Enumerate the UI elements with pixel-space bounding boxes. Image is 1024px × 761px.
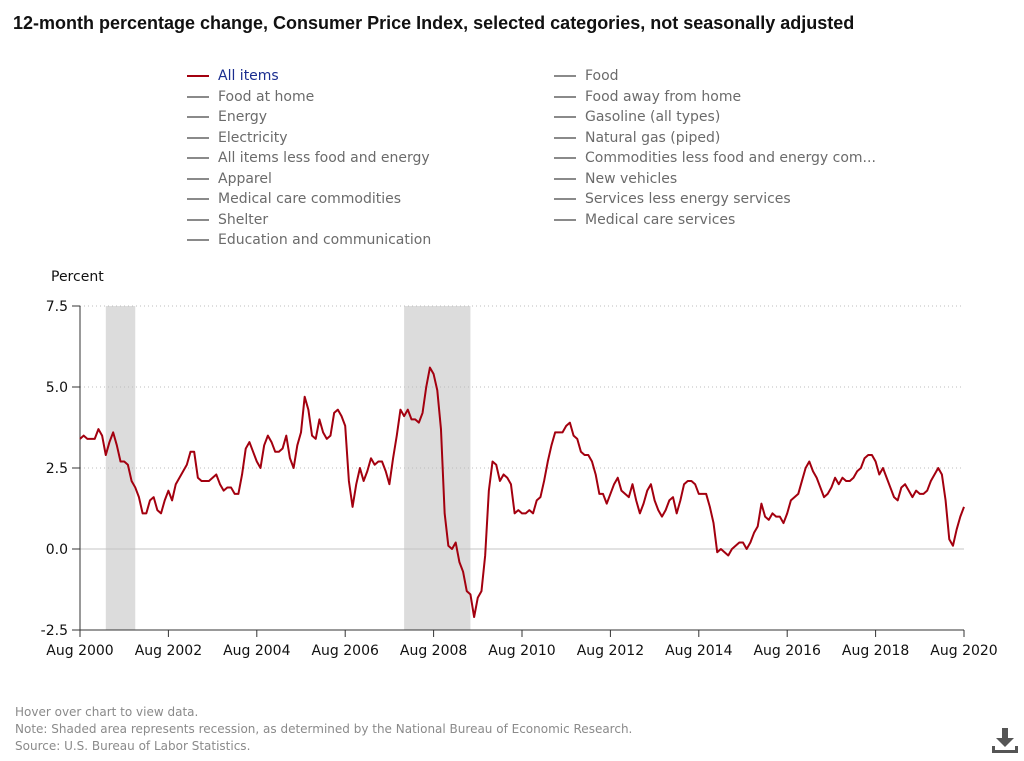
gridlines xyxy=(80,305,964,550)
x-tick-label: Aug 2020 xyxy=(930,643,997,659)
x-tick-label: Aug 2004 xyxy=(223,643,291,659)
y-tick-label: -2.5 xyxy=(41,623,68,639)
legend-label: Education and communication xyxy=(218,232,432,248)
legend-label: Services less energy services xyxy=(585,191,791,207)
legend-swatch xyxy=(554,198,576,200)
legend-swatch xyxy=(554,177,576,180)
y-tick-label: 7.5 xyxy=(46,299,68,315)
legend-item[interactable]: Electricity xyxy=(187,128,288,148)
legend-item[interactable]: Commodities less food and energy com... xyxy=(554,148,876,168)
legend-label: Energy xyxy=(218,109,268,125)
legend-item[interactable]: Education and communication xyxy=(187,230,431,250)
legend-swatch xyxy=(187,218,209,221)
legend-swatch xyxy=(187,136,209,139)
download-icon-graphic xyxy=(992,728,1018,753)
x-tick-label: Aug 2016 xyxy=(753,643,821,659)
x-tick-label: Aug 2012 xyxy=(577,643,644,659)
legend-swatch xyxy=(554,75,576,77)
series-layer xyxy=(79,366,965,619)
legend-swatch xyxy=(187,75,209,77)
download-icon[interactable] xyxy=(990,726,1020,754)
x-tick-label: Aug 2018 xyxy=(842,643,909,659)
legend-swatch xyxy=(554,95,576,98)
legend-item[interactable]: New vehicles xyxy=(554,169,677,189)
legend-label: Apparel xyxy=(218,170,272,187)
legend-item[interactable]: Food at home xyxy=(187,87,314,107)
legend-label: Shelter xyxy=(218,211,269,228)
legend-label: Electricity xyxy=(218,129,288,146)
y-tick-label: 2.5 xyxy=(46,461,68,477)
legend-item[interactable]: Energy xyxy=(187,107,267,127)
legend-label: Food at home xyxy=(218,88,315,105)
x-tick-label: Aug 2006 xyxy=(311,643,379,659)
legend-item[interactable]: Gasoline (all types) xyxy=(554,107,720,127)
legend-swatch xyxy=(187,157,209,159)
legend-item[interactable]: All items less food and energy xyxy=(187,148,430,168)
legend-swatch xyxy=(187,239,209,241)
legend-swatch xyxy=(187,198,209,200)
legend-label: All items less food and energy xyxy=(218,150,430,166)
legend-label: New vehicles xyxy=(585,170,678,187)
legend-item[interactable]: Medical care services xyxy=(554,210,735,230)
legend-item[interactable]: Natural gas (piped) xyxy=(554,128,720,148)
legend-item[interactable]: Medical care commodities xyxy=(187,189,401,209)
x-tick-label: Aug 2014 xyxy=(665,643,733,659)
recession-band xyxy=(404,306,471,630)
source-note: Source: U.S. Bureau of Labor Statistics. xyxy=(15,739,251,753)
legend-item[interactable]: Food xyxy=(554,66,619,86)
legend-swatch xyxy=(187,116,209,118)
legend-label: Food away from home xyxy=(585,88,742,105)
hover-hint: Hover over chart to view data. xyxy=(15,705,199,719)
legend-label: All items xyxy=(218,68,279,84)
legend-swatch xyxy=(187,95,209,98)
x-tick-label: Aug 2008 xyxy=(400,643,467,659)
legend-label: Food xyxy=(585,68,619,84)
x-tick-label: Aug 2000 xyxy=(46,643,113,659)
legend-item[interactable]: Food away from home xyxy=(554,87,741,107)
legend-label: Commodities less food and energy com... xyxy=(585,150,876,166)
legend-label: Gasoline (all types) xyxy=(585,109,721,125)
chart-title: 12-month percentage change, Consumer Pri… xyxy=(13,13,855,33)
chart-area[interactable]: 7.5 5.0 2.5 0.0 -2.5 Aug 2000 Aug 2002 Aug 2004… xyxy=(0,0,1024,700)
chart-notes: Hover over chart to view data. Note: Sha… xyxy=(15,704,632,755)
legend-swatch xyxy=(554,116,576,118)
legend-swatch xyxy=(187,177,209,180)
legend-swatch xyxy=(554,218,576,221)
recession-note: Note: Shaded area represents recession, … xyxy=(15,722,633,736)
y-tick-label: 0.0 xyxy=(46,542,68,558)
legend-item[interactable]: All items xyxy=(187,66,279,86)
legend-label: Natural gas (piped) xyxy=(585,129,721,146)
legend-item[interactable]: Services less energy services xyxy=(554,189,791,209)
x-tick-label: Aug 2010 xyxy=(488,643,555,659)
legend-item[interactable]: Apparel xyxy=(187,169,272,189)
axes: 7.5 5.0 2.5 0.0 -2.5 Aug 2000 Aug 2002 Aug 2004… xyxy=(41,299,998,659)
legend-label: Medical care services xyxy=(585,211,736,228)
legend-item[interactable]: Shelter xyxy=(187,210,268,230)
y-tick-label: 5.0 xyxy=(46,380,68,396)
y-axis-title: Percent xyxy=(51,269,104,285)
series-line-all-items[interactable] xyxy=(79,366,965,619)
legend-swatch xyxy=(554,157,576,159)
legend-label: Medical care commodities xyxy=(218,191,402,207)
legend-swatch xyxy=(554,136,576,139)
x-tick-label: Aug 2002 xyxy=(135,643,202,659)
